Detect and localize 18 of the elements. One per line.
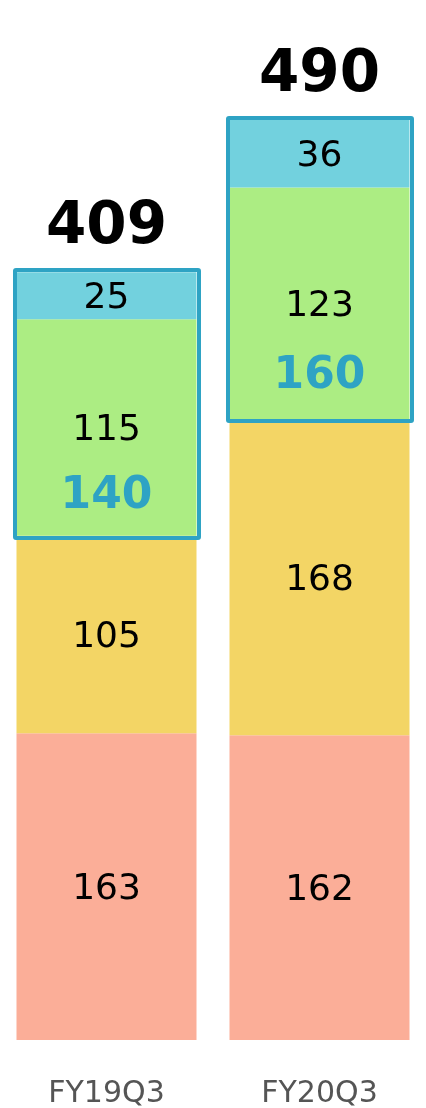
- data-label: 25: [83, 275, 130, 317]
- total-label: 409: [45, 189, 168, 258]
- bar: [229, 119, 410, 188]
- total-label: 490: [258, 36, 381, 105]
- annotation: 140: [60, 466, 153, 518]
- data-label: 168: [285, 556, 354, 598]
- data-label: 162: [285, 867, 354, 909]
- bar: [229, 735, 410, 1040]
- data-label: 163: [72, 866, 141, 908]
- data-label: 105: [72, 614, 141, 656]
- data-label: 123: [285, 282, 354, 324]
- annotation: 160: [273, 347, 366, 399]
- bar: [16, 272, 197, 320]
- x-tick-label: FY19Q3: [48, 1073, 165, 1108]
- data-label: 36: [296, 133, 343, 175]
- data-label: 115: [72, 407, 141, 449]
- x-tick-label: FY20Q3: [261, 1073, 378, 1108]
- bar: [16, 733, 197, 1040]
